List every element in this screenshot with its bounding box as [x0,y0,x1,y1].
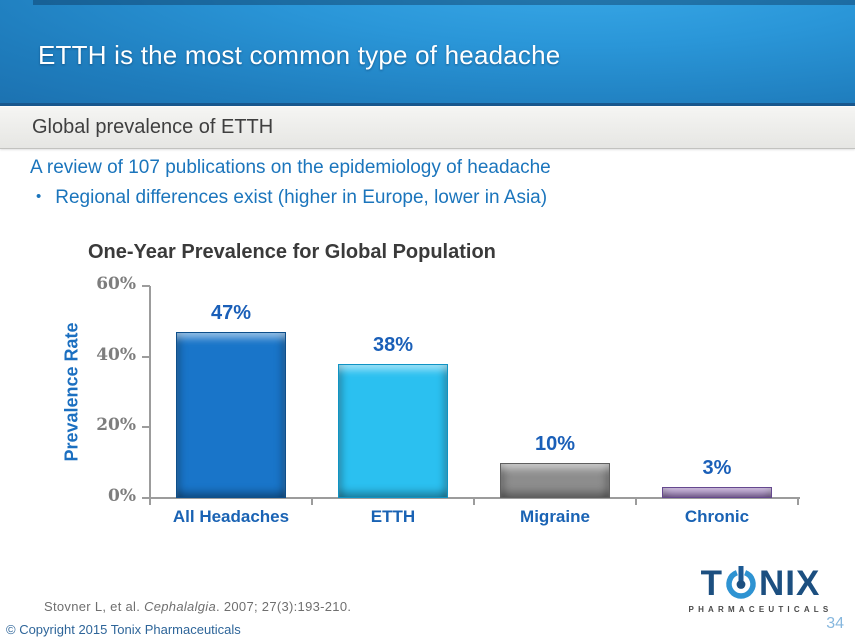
logo-wordmark: T NIX [683,565,838,603]
bar-value-label: 10% [534,432,576,455]
citation: Stovner L, et al. Cephalalgia. 2007; 27(… [44,599,351,614]
y-axis-tick [142,285,150,287]
y-axis-tick [142,497,150,499]
y-axis-tick [142,355,150,358]
citation-suffix: . 2007; 27(3):193-210. [216,599,352,614]
x-axis-tick [473,498,475,505]
category-label: ETTH [370,507,416,526]
chart-bar-etth [338,363,448,498]
page-number: 34 [826,615,844,632]
chart-bar-migraine [500,462,610,498]
bullet-text: Regional differences exist (higher in Eu… [55,187,548,208]
bullet-item: • Regional differences exist (higher in E… [36,187,547,209]
bullet-glyph: • [36,188,42,205]
logo-tagline: PHARMACEUTICALS [688,605,833,614]
chart-bar-chronic [662,487,772,498]
logo-letter-t: T [700,564,724,603]
y-axis-tick-label: 20% [96,415,136,436]
bar-value-label: 38% [372,333,414,356]
y-axis-tick [142,426,150,429]
chart-bar-all-headaches [176,331,286,498]
category-label: Migraine [520,507,590,526]
subtitle-bar: Global prevalence of ETTH [0,106,855,149]
tonix-logo: T NIX PHARMACEUTICALS [683,565,838,615]
y-axis-tick-label: 40% [96,344,136,365]
logo-letters-nix: NIX [759,564,821,603]
x-axis-tick [149,498,151,505]
y-axis-line [149,286,151,499]
intro-text: A review of 107 publications on the epid… [30,157,551,178]
power-button-icon [726,566,756,599]
citation-journal: Cephalalgia [144,599,217,614]
x-axis-tick [635,498,637,505]
header-accent-strip [33,0,855,5]
chart-title: One-Year Prevalence for Global Populatio… [88,241,496,263]
slide-header: ETTH is the most common type of headache [0,0,855,106]
y-axis-tick-label: 0% [108,486,136,506]
y-axis-label: Prevalence Rate [61,322,82,462]
slide-title: ETTH is the most common type of headache [38,40,561,70]
category-label: All Headaches [172,507,290,526]
x-axis-tick [311,498,313,505]
copyright-text: © Copyright 2015 Tonix Pharmaceuticals [6,622,241,637]
citation-pre: Stovner L, et al. [44,599,145,614]
y-axis-tick-label: 60% [96,274,136,294]
x-axis-tick [797,498,799,505]
subtitle-text: Global prevalence of ETTH [32,116,274,138]
bar-value-label: 3% [702,457,732,480]
bar-value-label: 47% [210,301,252,324]
category-label: Chronic [684,507,750,526]
